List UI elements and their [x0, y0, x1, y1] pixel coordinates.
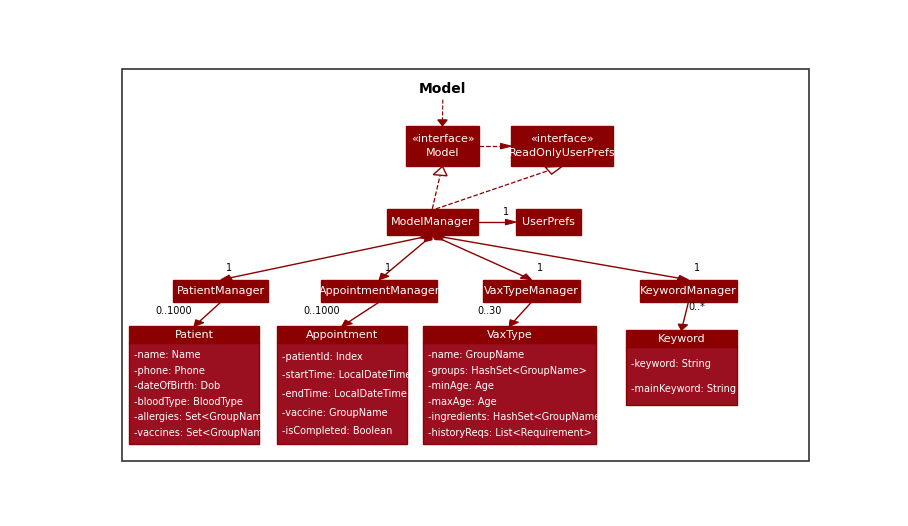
Text: 1: 1	[226, 263, 232, 273]
Text: -startTime: LocalDateTime: -startTime: LocalDateTime	[281, 370, 411, 380]
FancyBboxPatch shape	[626, 330, 737, 348]
Polygon shape	[194, 320, 203, 326]
Text: -ingredients: HashSet<GroupName>: -ingredients: HashSet<GroupName>	[428, 412, 608, 422]
Text: 0..1000: 0..1000	[303, 306, 340, 316]
FancyBboxPatch shape	[277, 326, 407, 343]
Text: -groups: HashSet<GroupName>: -groups: HashSet<GroupName>	[428, 366, 587, 376]
Polygon shape	[432, 234, 445, 239]
Text: VaxTypeManager: VaxTypeManager	[484, 286, 579, 296]
Polygon shape	[520, 274, 531, 280]
Text: 0..30: 0..30	[478, 306, 502, 316]
Polygon shape	[425, 235, 432, 241]
FancyBboxPatch shape	[129, 326, 259, 343]
Polygon shape	[545, 166, 562, 174]
Text: UserPrefs: UserPrefs	[522, 217, 575, 227]
Text: AppointmentManager: AppointmentManager	[319, 286, 439, 296]
Text: 1: 1	[385, 263, 391, 273]
Text: ModelManager: ModelManager	[391, 217, 474, 227]
Text: -isCompleted: Boolean: -isCompleted: Boolean	[281, 426, 392, 436]
Text: -phone: Phone: -phone: Phone	[133, 366, 205, 376]
Text: -keyword: String: -keyword: String	[631, 359, 711, 369]
Text: -patientId: Index: -patientId: Index	[281, 352, 362, 362]
FancyBboxPatch shape	[321, 280, 438, 302]
Text: 0..*: 0..*	[688, 302, 706, 312]
Text: -allergies: Set<GroupName>: -allergies: Set<GroupName>	[133, 412, 276, 422]
Polygon shape	[419, 234, 432, 239]
Text: -vaccine: GroupName: -vaccine: GroupName	[281, 408, 388, 418]
Polygon shape	[678, 324, 687, 330]
Polygon shape	[380, 273, 389, 280]
Text: -endTime: LocalDateTime: -endTime: LocalDateTime	[281, 389, 407, 399]
FancyBboxPatch shape	[483, 280, 580, 302]
FancyBboxPatch shape	[129, 343, 259, 444]
Polygon shape	[341, 320, 352, 326]
Text: -name: GroupName: -name: GroupName	[428, 350, 524, 360]
Text: «interface»
Model: «interface» Model	[410, 134, 474, 158]
Polygon shape	[509, 320, 518, 326]
FancyBboxPatch shape	[277, 343, 407, 444]
Text: KeywordManager: KeywordManager	[640, 286, 736, 296]
Text: Keyword: Keyword	[657, 334, 706, 344]
FancyBboxPatch shape	[173, 280, 269, 302]
Polygon shape	[432, 235, 443, 240]
Text: -historyReqs: List<Requirement>: -historyReqs: List<Requirement>	[428, 428, 592, 438]
Polygon shape	[677, 276, 688, 281]
Text: -minAge: Age: -minAge: Age	[428, 381, 494, 391]
Text: Appointment: Appointment	[306, 330, 378, 340]
Text: 0..1000: 0..1000	[155, 306, 192, 316]
Text: -bloodType: BloodType: -bloodType: BloodType	[133, 397, 242, 407]
Text: VaxType: VaxType	[487, 330, 532, 340]
FancyBboxPatch shape	[626, 348, 737, 406]
Text: -vaccines: Set<GroupName>: -vaccines: Set<GroupName>	[133, 428, 277, 438]
Polygon shape	[506, 219, 516, 225]
Polygon shape	[221, 275, 232, 280]
Text: Patient: Patient	[174, 330, 213, 340]
Text: 1: 1	[538, 263, 543, 273]
Text: 1: 1	[503, 207, 509, 217]
FancyBboxPatch shape	[516, 209, 581, 235]
Text: 1: 1	[694, 263, 700, 273]
Text: «interface»
ReadOnlyUserPrefs: «interface» ReadOnlyUserPrefs	[508, 134, 616, 158]
FancyBboxPatch shape	[423, 343, 596, 444]
FancyBboxPatch shape	[406, 126, 479, 166]
Polygon shape	[438, 120, 448, 126]
Text: -mainKeyword: String: -mainKeyword: String	[631, 385, 735, 394]
FancyBboxPatch shape	[423, 326, 596, 343]
FancyBboxPatch shape	[511, 126, 613, 166]
Polygon shape	[500, 144, 511, 149]
Text: -name: Name: -name: Name	[133, 350, 201, 360]
Text: -dateOfBirth: Dob: -dateOfBirth: Dob	[133, 381, 220, 391]
Text: -maxAge: Age: -maxAge: Age	[428, 397, 497, 407]
Text: Model: Model	[419, 83, 467, 96]
Text: PatientManager: PatientManager	[177, 286, 265, 296]
FancyBboxPatch shape	[387, 209, 478, 235]
FancyBboxPatch shape	[640, 280, 737, 302]
Polygon shape	[433, 166, 447, 176]
